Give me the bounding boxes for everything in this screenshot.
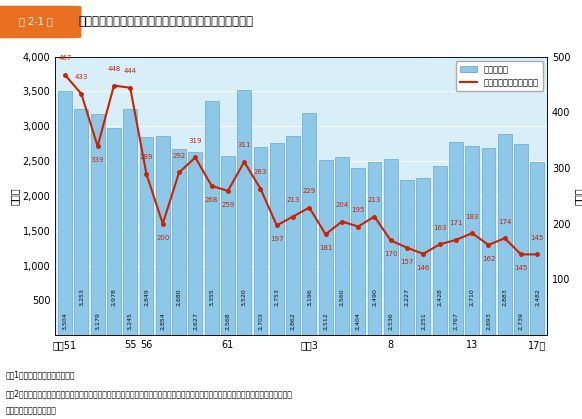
Bar [400,180,414,335]
FancyBboxPatch shape [0,6,81,38]
Bar [514,145,528,335]
Text: 2,627: 2,627 [193,313,198,330]
Text: 2,428: 2,428 [437,288,442,306]
Text: 181: 181 [319,245,332,251]
Text: 289: 289 [140,155,153,160]
Text: 2,710: 2,710 [470,288,475,306]
Text: 3,179: 3,179 [95,313,100,330]
Bar [254,147,267,335]
Text: 2,883: 2,883 [502,288,508,306]
Bar [530,162,544,335]
Text: 444: 444 [123,68,137,74]
Text: 2,404: 2,404 [356,313,361,330]
Text: 3,245: 3,245 [127,313,133,330]
Text: 2,536: 2,536 [388,313,393,330]
Text: 2,227: 2,227 [404,288,410,306]
Bar [189,152,203,335]
Text: 145: 145 [531,235,544,241]
Text: 2,482: 2,482 [535,288,540,306]
Bar [270,143,283,335]
Text: 2,854: 2,854 [160,313,165,330]
Text: 197: 197 [270,236,283,242]
Text: 3,520: 3,520 [242,288,247,306]
Text: 3,196: 3,196 [307,288,312,306]
Bar [205,101,219,335]
Text: 2,560: 2,560 [339,288,345,306]
Text: 263: 263 [254,169,267,175]
Text: 162: 162 [482,256,495,262]
Text: 311: 311 [237,142,251,148]
Bar [368,162,381,335]
Text: 145: 145 [514,265,528,271]
Bar [449,142,463,335]
Text: 467: 467 [58,55,72,61]
Y-axis label: （隻）: （隻） [10,187,20,205]
Bar [221,156,235,335]
Bar [123,109,137,335]
Text: 204: 204 [335,202,349,208]
Text: 3,504: 3,504 [62,313,68,330]
Text: 213: 213 [368,197,381,203]
Bar [319,160,332,335]
Bar [498,134,512,335]
Bar [58,91,72,335]
Text: 2,512: 2,512 [323,313,328,330]
Text: 2,753: 2,753 [274,288,279,306]
Y-axis label: （人）: （人） [573,187,582,205]
Text: 2　死亡・行方不明者には、病気等によって操船が不可能になったことにより、船舶が漂流するなどの海難が発生した場合の死亡した: 2 死亡・行方不明者には、病気等によって操船が不可能になったことにより、船舶が漂… [6,390,293,398]
Text: 2,862: 2,862 [290,313,296,330]
Bar [384,158,398,335]
Text: 268: 268 [205,197,218,203]
Text: 292: 292 [172,153,186,159]
Text: 海難船舶隻数及びそれに伴う死亡・行方不明者数の推移: 海難船舶隻数及びそれに伴う死亡・行方不明者数の推移 [79,15,254,28]
Text: 170: 170 [384,251,398,257]
Bar [156,137,170,335]
Text: 2,490: 2,490 [372,288,377,306]
Bar [465,146,479,335]
Text: 2,568: 2,568 [225,313,230,330]
Bar [74,109,88,335]
Text: 2,849: 2,849 [144,288,149,306]
Bar [91,114,105,335]
Legend: 海難（隻）, 死亡・行方不明者（人）: 海難（隻）, 死亡・行方不明者（人） [456,61,543,91]
Text: 146: 146 [417,265,430,271]
Text: 200: 200 [156,235,169,241]
Text: 339: 339 [91,157,104,163]
Text: 2,767: 2,767 [453,313,459,330]
Text: 213: 213 [286,197,300,203]
Text: 183: 183 [466,214,479,220]
Text: 195: 195 [352,207,365,213]
Bar [172,148,186,335]
Text: 2,251: 2,251 [421,313,426,330]
Text: 2,739: 2,739 [519,312,524,330]
Text: 259: 259 [221,202,235,208]
Text: 433: 433 [74,74,88,80]
Text: 2,978: 2,978 [111,288,116,306]
Text: 229: 229 [303,188,316,194]
Text: 163: 163 [433,225,446,231]
Text: 注　1　海上保安庁資料による。: 注 1 海上保安庁資料による。 [6,371,75,380]
Bar [335,157,349,335]
Bar [286,136,300,335]
Bar [140,137,154,335]
Text: 3,253: 3,253 [79,288,84,306]
Text: 448: 448 [107,66,120,72]
Bar [107,128,121,335]
Bar [237,90,251,335]
Text: 第 2-1 図: 第 2-1 図 [19,16,53,26]
Bar [416,178,430,335]
Text: 171: 171 [449,220,463,226]
Text: 操船者を含む。: 操船者を含む。 [6,406,56,415]
Text: 157: 157 [400,259,414,264]
Text: 3,355: 3,355 [209,288,214,306]
Text: 2,680: 2,680 [176,288,182,306]
Bar [352,168,365,335]
Text: 2,693: 2,693 [486,313,491,330]
Bar [481,147,495,335]
Bar [303,113,316,335]
Bar [432,166,446,335]
Text: 174: 174 [498,219,512,225]
Text: 319: 319 [189,138,202,144]
Text: 2,703: 2,703 [258,313,263,330]
